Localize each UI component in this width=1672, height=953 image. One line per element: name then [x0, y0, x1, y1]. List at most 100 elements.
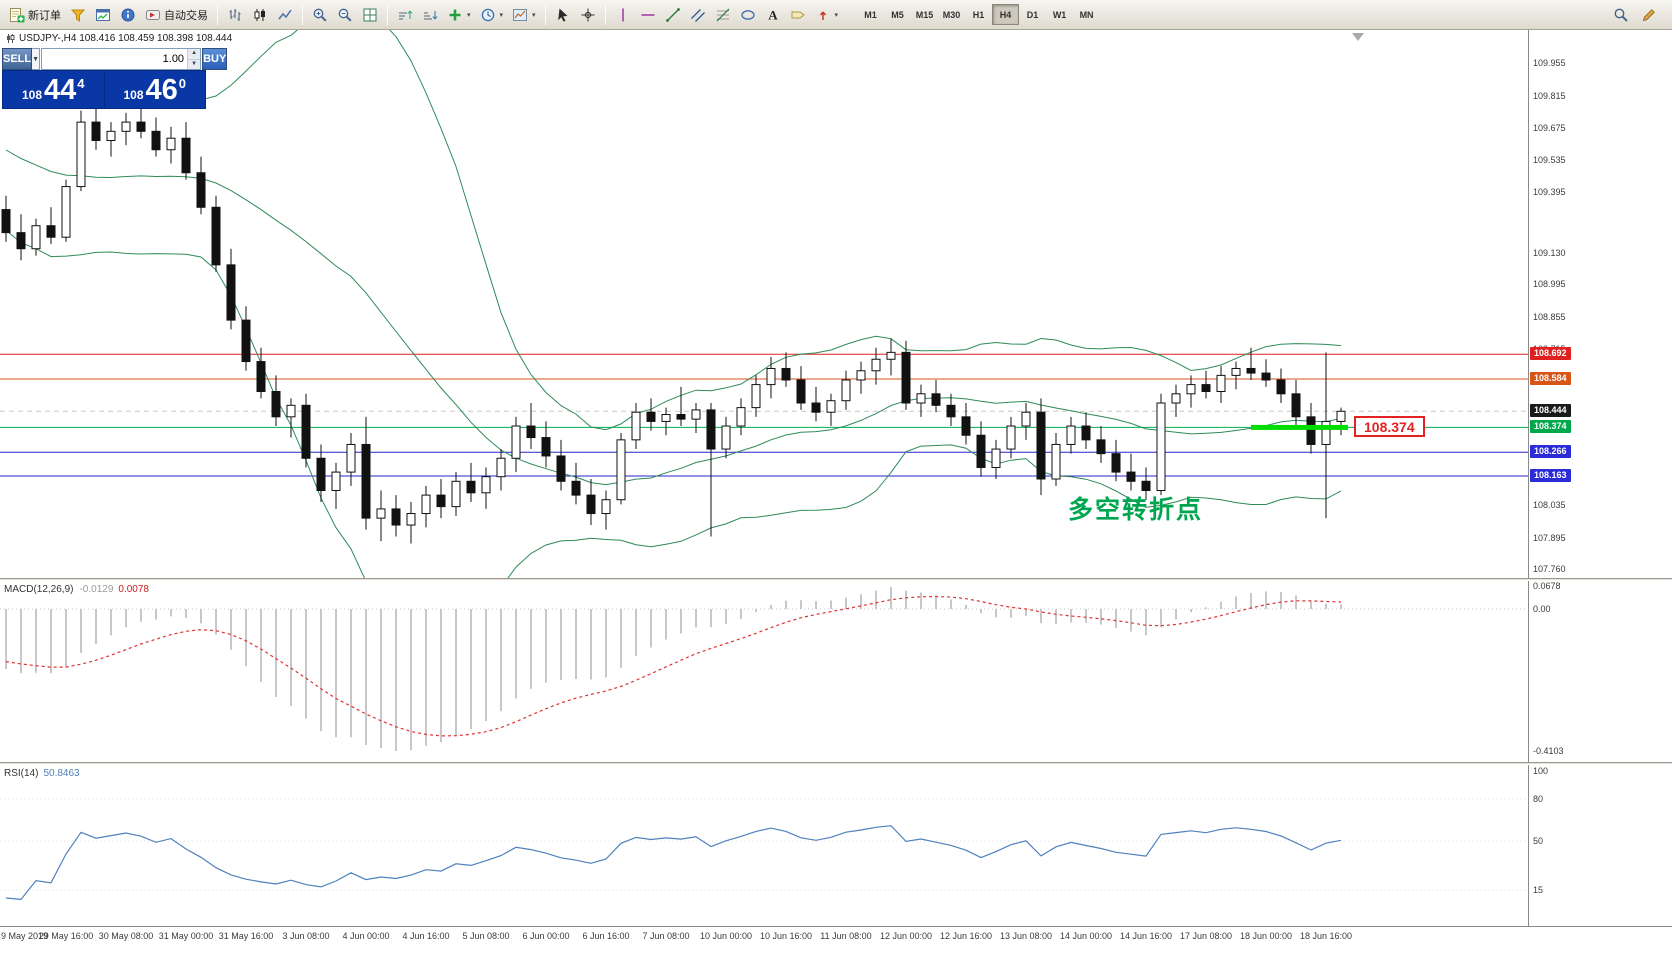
symbol-ohlc-line: USDJPY-,H4 108.416 108.459 108.398 108.4…: [6, 33, 232, 44]
arrange-ascending-button[interactable]: [393, 3, 417, 27]
fibonacci-icon: [716, 8, 729, 21]
chart-window-button[interactable]: [91, 3, 115, 27]
candle-body: [601, 499, 611, 515]
tf-button-mn[interactable]: MN: [1073, 4, 1100, 25]
zoom-in-button[interactable]: [308, 3, 332, 27]
horizontal-line-tool-button[interactable]: [636, 3, 660, 27]
time-axis-label: 14 Jun 00:00: [1059, 931, 1113, 941]
current-price-tag: 108.444: [1530, 404, 1571, 418]
template-icon: [513, 8, 528, 21]
text-tool-button[interactable]: A: [761, 3, 785, 27]
sell-button[interactable]: SELL: [2, 48, 33, 70]
bid-ask-display: 108 44 4 108 46 0: [2, 70, 206, 109]
dropdown-caret-icon: ▾: [532, 11, 536, 19]
candle-body: [136, 121, 146, 132]
symbol-ohlc-text: USDJPY-,H4 108.416 108.459 108.398 108.4…: [19, 33, 233, 44]
candle-body: [16, 232, 26, 250]
arrows-tool-button[interactable]: ▾: [811, 3, 843, 27]
fibonacci-tool-button[interactable]: [711, 3, 735, 27]
rsi-line: [5, 825, 1342, 901]
label-tool-button[interactable]: [786, 3, 810, 27]
edit-button[interactable]: [1637, 3, 1661, 27]
time-axis-label: 30 May 08:00: [98, 931, 154, 941]
turning-point-annotation[interactable]: 多空转折点: [1068, 495, 1204, 524]
period-button[interactable]: ▾: [476, 3, 508, 27]
candle-body: [766, 367, 776, 386]
channel-tool-button[interactable]: [686, 3, 710, 27]
candle-body: [1126, 471, 1136, 482]
price-callout-label[interactable]: 108.374: [1354, 416, 1425, 438]
profile-button[interactable]: [116, 3, 140, 27]
tile-windows-button[interactable]: [358, 3, 382, 27]
time-axis-label: 10 Jun 00:00: [699, 931, 753, 941]
order-options-dropdown[interactable]: ▼: [32, 48, 41, 70]
search-button[interactable]: [1609, 3, 1633, 27]
candle-body: [421, 494, 431, 515]
candlestick-chart-button[interactable]: [248, 3, 272, 27]
tf-button-m15[interactable]: M15: [911, 4, 938, 25]
buy-price[interactable]: 108 46 0: [105, 71, 206, 108]
volume-input[interactable]: [42, 49, 188, 69]
trendline-tool-button[interactable]: [661, 3, 685, 27]
candle-body: [406, 513, 416, 526]
shapes-tool-button[interactable]: [736, 3, 760, 27]
add-indicator-icon: [449, 9, 461, 20]
crosshair-icon: [581, 8, 595, 21]
time-axis[interactable]: 9 May 2019 29 May 16:00 30 May 08:00 31 May…: [0, 926, 1672, 948]
tf-button-m5[interactable]: M5: [884, 4, 911, 25]
tf-button-d1[interactable]: D1: [1019, 4, 1046, 25]
auto-trading-button[interactable]: 自动交易: [141, 3, 212, 27]
vertical-line-tool-button[interactable]: [611, 3, 635, 27]
volume-stepper: ▲ ▼: [187, 49, 201, 69]
candle-body: [166, 137, 176, 151]
candle-body: [1081, 425, 1091, 441]
toolbar-separator: [302, 4, 303, 25]
candle-body: [1336, 410, 1346, 422]
tile-windows-icon: [363, 8, 377, 21]
tf-button-m30[interactable]: M30: [938, 4, 965, 25]
rsi-name: RSI(14): [4, 768, 39, 779]
candle-body: [436, 494, 446, 508]
panel-splitter[interactable]: [0, 578, 1672, 581]
rsi-chart[interactable]: [0, 765, 1528, 926]
line-chart-button[interactable]: [273, 3, 297, 27]
candle-body: [1186, 384, 1196, 395]
green-segment[interactable]: [1251, 424, 1348, 430]
price-chart[interactable]: [0, 30, 1528, 578]
macd-chart[interactable]: [0, 581, 1528, 762]
price-tag-108.692: 108.692: [1530, 347, 1571, 361]
add-indicator-button[interactable]: ▾: [443, 3, 475, 27]
tf-button-m1[interactable]: M1: [857, 4, 884, 25]
macd-label: MACD(12,26,9) -0.0129 0.0078: [4, 584, 149, 595]
candle-body: [961, 416, 971, 436]
buy-button[interactable]: BUY: [202, 48, 228, 70]
macd-axis-label: -0.4103: [1533, 745, 1564, 756]
candle-body: [1036, 411, 1046, 480]
bar-chart-button[interactable]: [223, 3, 247, 27]
candle-body: [751, 384, 761, 409]
crosshair-tool-button[interactable]: [576, 3, 600, 27]
panel-splitter[interactable]: [0, 762, 1672, 765]
time-axis-label: 12 Jun 00:00: [879, 931, 933, 941]
candle-body: [1051, 443, 1061, 480]
candle-body: [841, 379, 851, 402]
candle-body: [31, 225, 41, 250]
new-order-button[interactable]: 新订单: [5, 3, 65, 27]
tf-button-h4[interactable]: H4: [992, 4, 1020, 25]
cursor-tool-button[interactable]: [551, 3, 575, 27]
volume-increase-button[interactable]: ▲: [188, 49, 201, 60]
arrange-descending-button[interactable]: [418, 3, 442, 27]
sell-price-pips: 44: [44, 74, 77, 106]
price-axis[interactable]: 109.955 109.815 109.675 109.535 109.395 109.1…: [1528, 30, 1672, 926]
mql-community-button[interactable]: [66, 3, 90, 27]
tf-button-w1[interactable]: W1: [1046, 4, 1073, 25]
auto-trading-icon: [146, 9, 160, 20]
zoom-out-button[interactable]: [333, 3, 357, 27]
volume-decrease-button[interactable]: ▼: [188, 59, 201, 69]
template-button[interactable]: ▾: [508, 3, 540, 27]
tf-button-h1[interactable]: H1: [965, 4, 992, 25]
price-axis-label: 109.395: [1533, 187, 1566, 198]
sell-price[interactable]: 108 44 4: [3, 71, 104, 108]
price-axis-label: 109.535: [1533, 155, 1566, 166]
